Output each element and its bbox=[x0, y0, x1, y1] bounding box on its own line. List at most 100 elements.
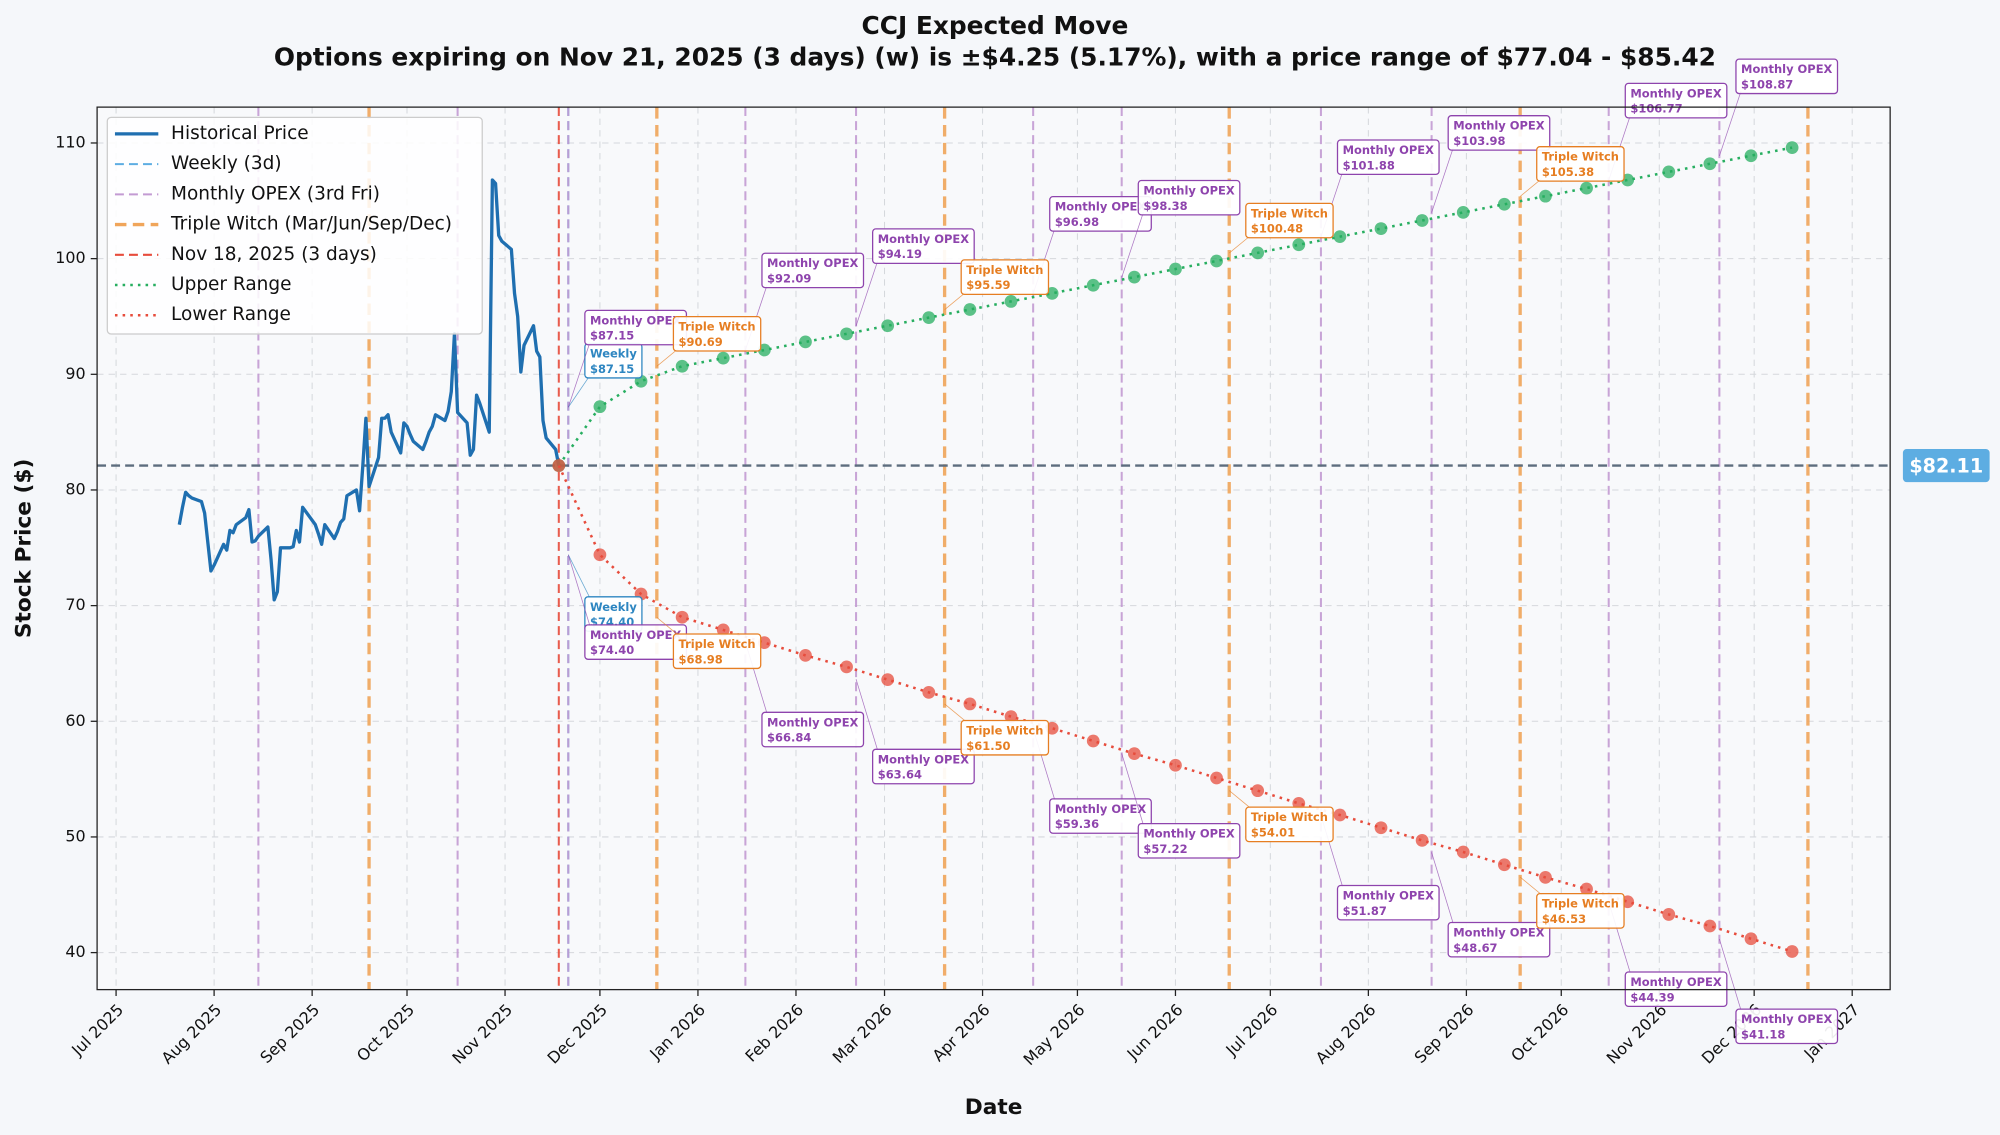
annotation-box bbox=[1245, 202, 1334, 239]
annotation-box bbox=[672, 633, 762, 670]
annotation-price: $57.22 bbox=[1143, 842, 1187, 856]
y-tick-label: 90 bbox=[65, 364, 85, 383]
range-point bbox=[552, 459, 566, 472]
annotation-tag: Triple Witch bbox=[1251, 206, 1328, 220]
y-axis-label: Stock Price ($) bbox=[11, 459, 36, 639]
annotation-price: $100.48 bbox=[1251, 222, 1303, 236]
annotation-connector bbox=[1228, 790, 1252, 809]
legend-label: Historical Price bbox=[171, 123, 309, 144]
range-point bbox=[1744, 149, 1758, 163]
annotation-box bbox=[1536, 893, 1625, 929]
legend-label: Weekly (3d) bbox=[171, 153, 282, 174]
annotation-connector bbox=[656, 348, 679, 367]
annotation-tag: Triple Witch bbox=[679, 637, 756, 651]
range-point bbox=[1497, 858, 1511, 872]
annotation-connector bbox=[567, 554, 591, 627]
y-tick-label: 70 bbox=[65, 595, 85, 614]
x-tick-label: Jul 2025 bbox=[67, 1000, 127, 1060]
annotation-connector bbox=[1431, 147, 1454, 213]
range-point bbox=[1662, 908, 1676, 921]
legend-label: Upper Range bbox=[171, 274, 291, 295]
range-point bbox=[840, 327, 853, 341]
range-point bbox=[593, 400, 607, 414]
annotation-tag: Monthly OPEX bbox=[1630, 975, 1721, 989]
x-tick-label: Sep 2026 bbox=[1411, 1000, 1478, 1067]
annotation-connector bbox=[944, 291, 967, 310]
legend-label: Triple Witch (Mar/Jun/Sep/Dec) bbox=[170, 214, 452, 235]
range-point bbox=[1456, 845, 1470, 859]
x-tick-label: Aug 2025 bbox=[158, 1000, 226, 1068]
annotation-box bbox=[1735, 1008, 1839, 1045]
range-point bbox=[1169, 262, 1182, 276]
range-point bbox=[1539, 189, 1552, 203]
range-point bbox=[1539, 871, 1552, 884]
annotation-price: $59.36 bbox=[1055, 817, 1099, 831]
annotation-box bbox=[1536, 146, 1625, 182]
x-tick-label: Feb 2026 bbox=[741, 1000, 807, 1066]
annotation-tag: Monthly OPEX bbox=[1055, 200, 1146, 214]
range-point bbox=[1086, 278, 1100, 292]
range-point bbox=[1210, 771, 1223, 785]
legend-label: Lower Range bbox=[171, 304, 291, 325]
x-tick-label: May 2026 bbox=[1020, 1000, 1089, 1069]
annotation-tag: Monthly OPEX bbox=[590, 628, 681, 642]
annotation-connector bbox=[1431, 852, 1454, 924]
range-point bbox=[1785, 945, 1799, 958]
annotation-box bbox=[1735, 58, 1839, 95]
y-tick-label: 40 bbox=[65, 942, 85, 961]
annotation-box bbox=[761, 252, 865, 289]
annotation-price: $54.01 bbox=[1251, 825, 1295, 839]
x-tick-label: Oct 2026 bbox=[1507, 1000, 1572, 1065]
annotation-tag: Monthly OPEX bbox=[1343, 888, 1434, 902]
annotation-tag: Triple Witch bbox=[1542, 150, 1619, 164]
annotation-connector bbox=[1228, 234, 1252, 254]
annotation-connector bbox=[855, 260, 879, 326]
reference-label: $82.11 bbox=[1909, 454, 1983, 477]
annotation-box bbox=[1336, 884, 1440, 921]
y-tick-label: 50 bbox=[65, 826, 85, 845]
x-tick-label: Jun 2026 bbox=[1123, 1000, 1187, 1064]
range-point bbox=[1210, 254, 1223, 268]
legend-label: Monthly OPEX (3rd Fri) bbox=[171, 183, 380, 204]
annotation-tag: Monthly OPEX bbox=[1741, 1012, 1832, 1026]
x-tick-label: Apr 2026 bbox=[928, 1000, 993, 1065]
annotation-connector bbox=[567, 554, 591, 599]
annotation-price: $106.77 bbox=[1630, 102, 1682, 116]
annotation-tag: Monthly OPEX bbox=[767, 256, 858, 270]
y-tick-label: 80 bbox=[65, 479, 85, 498]
annotation-price: $92.09 bbox=[767, 272, 811, 286]
range-point bbox=[1456, 205, 1470, 219]
annotation-price: $98.38 bbox=[1143, 199, 1187, 213]
range-point bbox=[1580, 882, 1593, 896]
annotation-tag: Weekly bbox=[590, 600, 637, 614]
annotation-tag: Weekly bbox=[590, 347, 637, 361]
x-tick-label: Nov 2026 bbox=[1603, 1000, 1671, 1068]
annotation-connector bbox=[656, 617, 679, 636]
range-point bbox=[1169, 758, 1182, 772]
x-tick-label: Jan 2026 bbox=[645, 1000, 709, 1064]
annotation-tag: Monthly OPEX bbox=[1143, 183, 1234, 197]
range-point bbox=[675, 359, 689, 373]
x-tick-label: Nov 2025 bbox=[448, 1000, 516, 1068]
range-point bbox=[1127, 270, 1141, 284]
annotation-box bbox=[1624, 82, 1728, 119]
range-point bbox=[1415, 214, 1429, 227]
annotation-price: $90.69 bbox=[679, 335, 723, 349]
range-point bbox=[799, 648, 812, 662]
x-tick-label: Dec 2025 bbox=[544, 1000, 612, 1068]
range-point bbox=[1004, 295, 1018, 308]
range-point bbox=[1662, 165, 1676, 179]
annotation-connector bbox=[567, 342, 591, 408]
x-tick-label: Aug 2026 bbox=[1312, 1000, 1380, 1068]
annotation-connector bbox=[855, 679, 879, 751]
annotation-connector bbox=[567, 375, 591, 408]
annotation-box bbox=[1447, 115, 1551, 151]
range-point bbox=[1333, 808, 1347, 822]
series-line bbox=[177, 178, 561, 602]
range-point bbox=[716, 623, 730, 637]
range-point bbox=[1497, 197, 1511, 211]
axes-frame bbox=[96, 106, 1891, 991]
annotation-price: $66.84 bbox=[767, 731, 811, 745]
annotation-box bbox=[672, 315, 762, 352]
annotation-tag: Monthly OPEX bbox=[1055, 802, 1146, 816]
